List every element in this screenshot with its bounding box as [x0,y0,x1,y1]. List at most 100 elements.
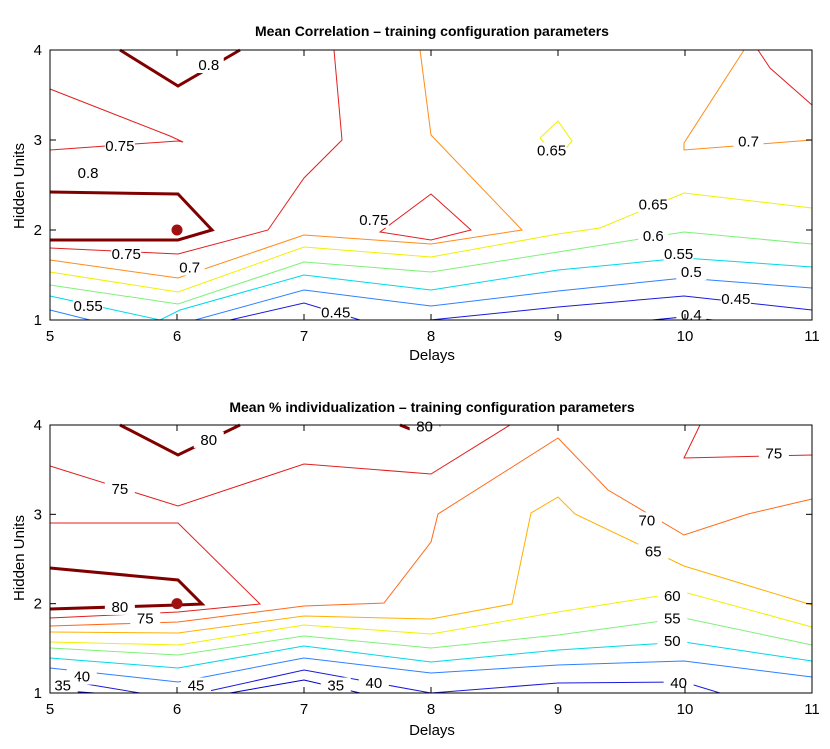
contour-line-0.65 [49,192,813,293]
contour-label: 35 [327,678,344,695]
contour-label: 40 [366,675,383,692]
contour-label-bg [73,165,104,181]
x-tick-label: 8 [427,701,435,718]
contour-label: 0.45 [721,291,750,308]
contour-label-bg [358,674,389,691]
contour-line-0.75 [49,49,813,255]
contour-label-bg [536,142,567,159]
contour-label-bg [657,632,688,649]
contour-label: 75 [112,481,129,498]
contour-label: 45 [188,678,205,695]
contour-lines [49,423,813,694]
contour-label: 55 [664,611,681,628]
contour-label: 0.45 [321,305,350,322]
contour-label: 0.4 [681,307,702,324]
plot-frame [49,424,813,694]
contour-line-0.75-loop [378,193,473,241]
contour-label: 0.7 [738,134,759,151]
contour-line-0.55 [49,257,813,321]
contour-label-bg [47,677,78,694]
contour-label: 0.8 [78,165,99,182]
contour-label-bg [104,481,135,497]
contour-label-bg [733,133,764,150]
y-tick-label: 1 [34,312,42,329]
x-tick-label: 11 [804,701,820,718]
contour-label: 0.65 [537,143,566,160]
contour-label-bg [409,418,440,435]
contour-label-bg [174,259,205,276]
contour-label: 0.5 [681,264,702,281]
contour-label-bg [758,445,789,462]
x-tick-label: 6 [173,701,181,718]
contour-label-bg [104,138,135,154]
contour-label-bg [638,228,669,244]
y-tick-label: 2 [34,222,42,239]
contour-label: 70 [639,512,656,529]
contour-label: 0.55 [73,298,102,315]
x-tick-label: 9 [554,328,562,345]
y-tick-label: 3 [34,506,42,523]
contour-line-0.8 [49,48,241,242]
x-tick-label: 9 [554,701,562,718]
chart-title: Mean Correlation – training configuratio… [255,23,609,39]
contour-label: 0.75 [359,212,388,229]
contour-label-bg [193,57,224,73]
contour-label-bg [104,598,135,615]
contour-label: 60 [664,588,681,605]
contour-label-bg [676,307,707,324]
y-tick-label: 3 [34,132,42,149]
contour-label-bg [358,211,389,228]
contour-label-bg [631,512,662,529]
contour-labels: 0.80.80.750.750.750.70.70.650.650.60.550… [73,57,764,324]
contour-label: 0.75 [112,246,141,263]
contour-label: 65 [645,544,662,561]
contour-label: 75 [137,611,154,628]
x-tick-label: 6 [173,328,181,345]
contour-label: 0.65 [639,197,668,214]
x-tick-label: 7 [300,328,308,345]
contour-line-55 [49,617,813,656]
contour-line-70 [49,437,813,627]
contour-label: 0.8 [198,57,219,74]
contour-label: 75 [766,445,783,462]
contour-line-0.6 [49,231,813,305]
contour-line-50 [49,641,813,669]
contour-label-bg [193,431,224,448]
contour-label-bg [657,610,688,627]
y-ticks: 1 2 3 4 [34,417,812,702]
x-tick-label: 7 [300,701,308,718]
contour-label-bg [638,196,669,213]
contour-label: 0.6 [643,228,664,245]
contour-label: 80 [200,432,217,449]
x-tick-label: 5 [46,328,54,345]
contour-label-bg [181,677,212,694]
x-tick-label: 8 [427,328,435,345]
x-tick-label: 10 [677,701,694,718]
contour-label-bg [663,674,694,691]
y-ticks: 1 2 3 4 [34,42,812,329]
contour-label-bg [720,291,751,307]
x-tick-label: 5 [46,701,54,718]
contour-label: 40 [670,675,687,692]
contour-line-80 [49,423,441,611]
optimum-marker [171,224,183,236]
contour-label-bg [320,304,351,321]
contour-label-bg [638,543,669,560]
contour-label: 0.55 [664,246,693,263]
contour-label-bg [663,246,694,262]
y-tick-label: 4 [34,42,42,59]
contour-label: 0.75 [105,138,134,155]
contour-label-bg [111,246,142,262]
y-tick-label: 2 [34,596,42,613]
contour-line-45 [49,657,813,683]
x-axis-label: Delays [409,722,455,739]
contour-label-bg [320,677,351,694]
contour-label: 80 [416,418,433,435]
contour-line-0.7 [49,49,813,279]
x-axis-label: Delays [409,347,455,364]
y-tick-label: 4 [34,417,42,434]
contour-label-bg [73,298,104,315]
